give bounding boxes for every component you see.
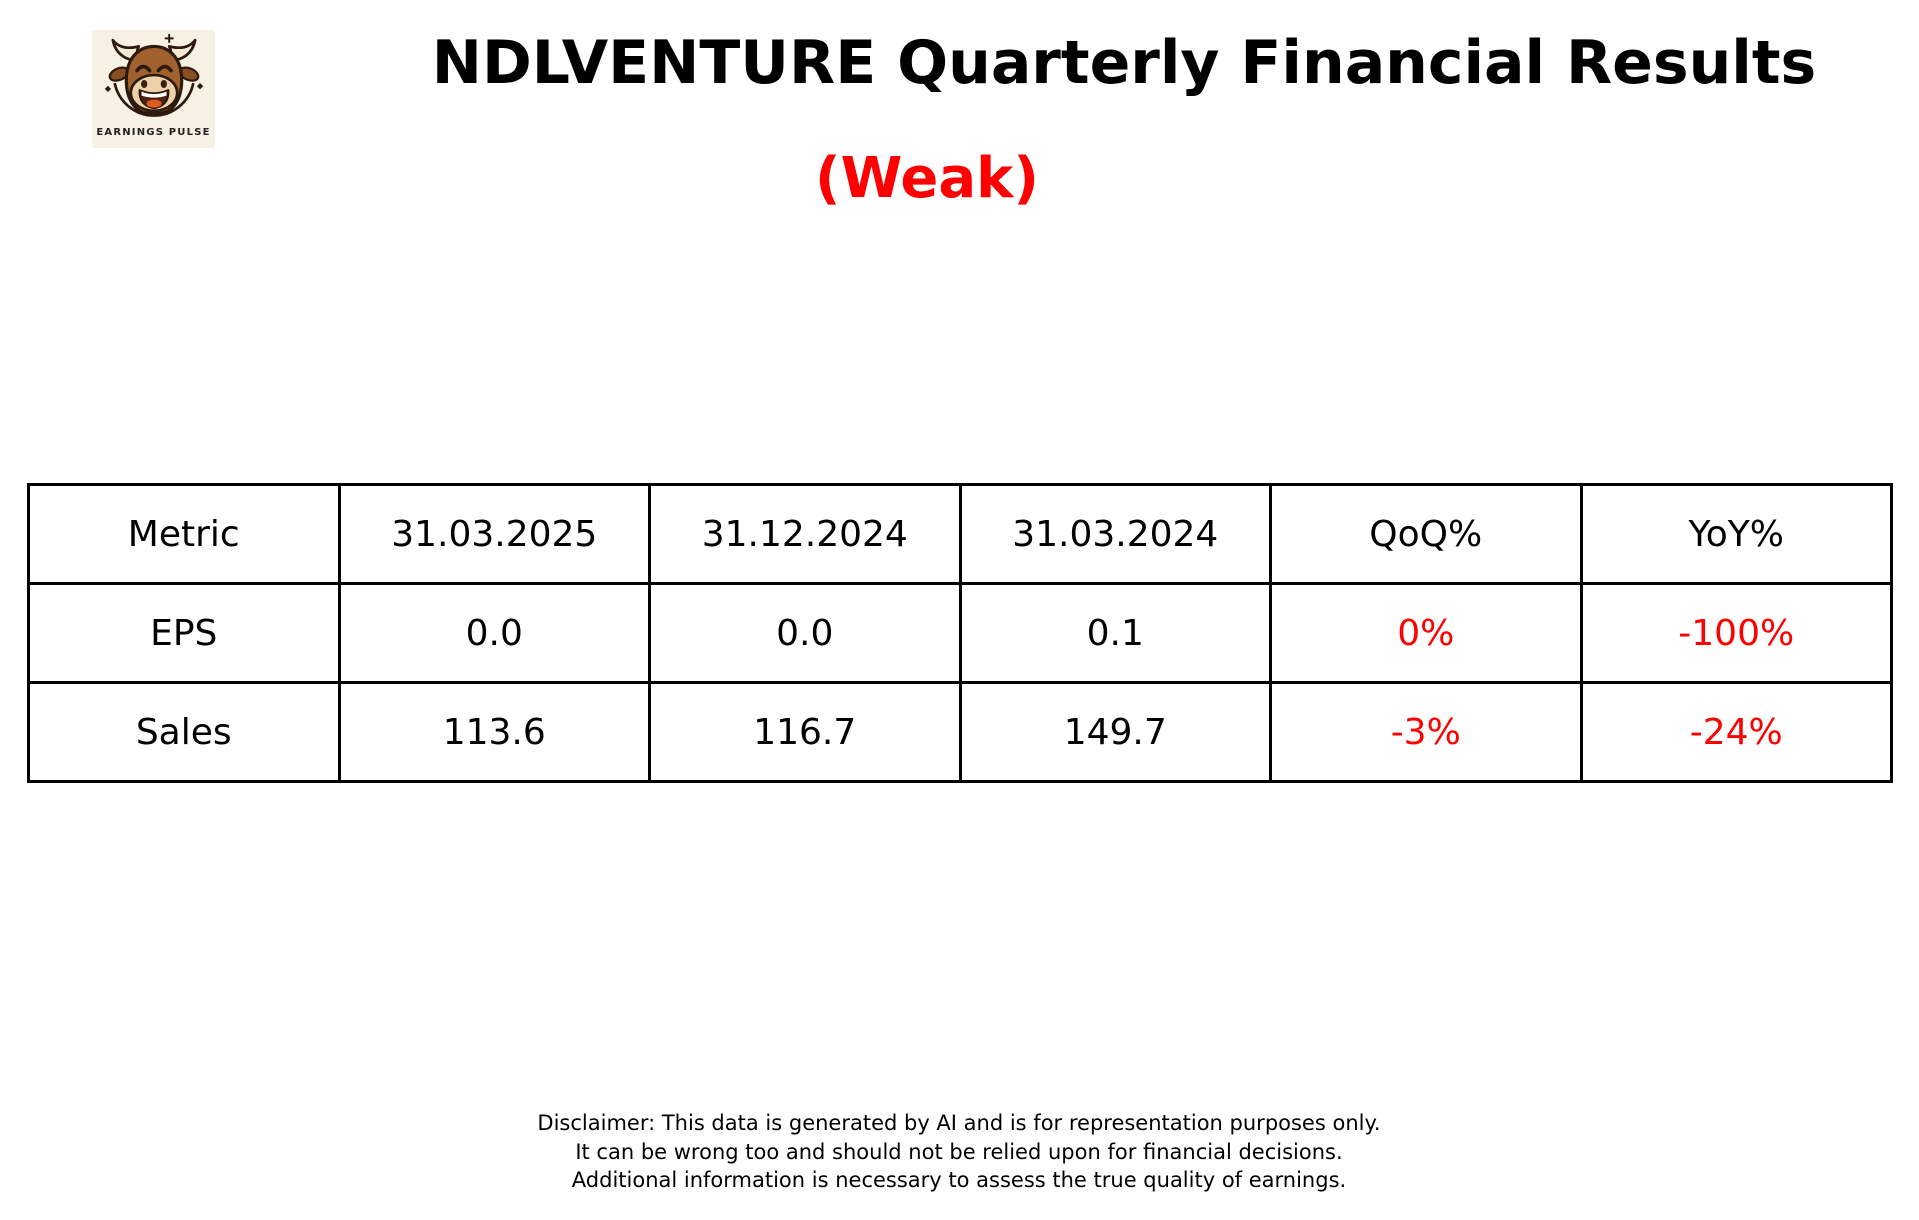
cell-value: 0.0 <box>648 582 962 684</box>
cell-yoy-change: -24% <box>1579 681 1893 783</box>
cell-qoq-change: -3% <box>1269 681 1583 783</box>
logo-brand-text: EARNINGS PULSE <box>96 127 211 138</box>
results-table: Metric 31.03.2025 31.12.2024 31.03.2024 … <box>27 483 1893 783</box>
cell-qoq-change: 0% <box>1269 582 1583 684</box>
col-header-q3: 31.03.2024 <box>958 483 1272 585</box>
cell-yoy-change: -100% <box>1579 582 1893 684</box>
disclaimer-line: Additional information is necessary to a… <box>571 1168 1347 1192</box>
laughing-bull-icon <box>104 33 203 117</box>
disclaimer: Disclaimer: This data is generated by AI… <box>537 1109 1380 1195</box>
cell-value: 0.0 <box>337 582 651 684</box>
cell-metric: Sales <box>27 681 341 783</box>
table-row-sales: Sales 113.6 116.7 149.7 -3% -24% <box>27 681 1893 783</box>
cell-value: 149.7 <box>958 681 1272 783</box>
disclaimer-line: It can be wrong too and should not be re… <box>575 1139 1343 1164</box>
cell-value: 113.6 <box>337 681 651 783</box>
cell-value: 0.1 <box>958 582 1272 684</box>
table-header-row: Metric 31.03.2025 31.12.2024 31.03.2024 … <box>27 483 1893 585</box>
earnings-pulse-logo: EARNINGS PULSE <box>92 30 215 148</box>
col-header-q2: 31.12.2024 <box>648 483 962 585</box>
col-header-yoy: YoY% <box>1579 483 1893 585</box>
verdict-label: (Weak) <box>815 146 1039 211</box>
col-header-q1: 31.03.2025 <box>337 483 651 585</box>
table-row-eps: EPS 0.0 0.0 0.1 0% -100% <box>27 582 1893 684</box>
disclaimer-line: Disclaimer: This data is generated by AI… <box>537 1111 1381 1135</box>
cell-metric: EPS <box>27 582 341 684</box>
col-header-qoq: QoQ% <box>1269 483 1583 585</box>
col-header-metric: Metric <box>27 483 341 585</box>
page-title: NDLVENTURE Quarterly Financial Results <box>431 28 1817 98</box>
cell-value: 116.7 <box>648 681 962 783</box>
